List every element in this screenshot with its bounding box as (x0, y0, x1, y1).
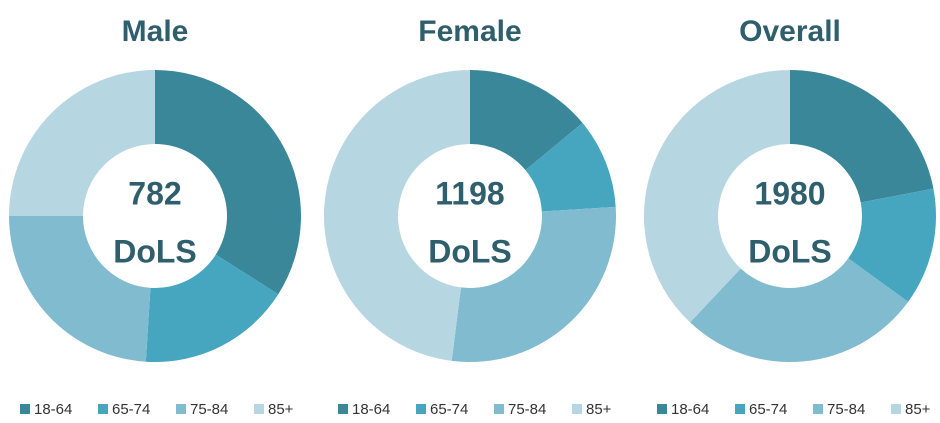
center-label: DoLS (113, 233, 197, 269)
donut-segment (848, 188, 936, 302)
donut-segment (470, 70, 583, 171)
donut-segment (9, 70, 155, 216)
legend-swatch (416, 404, 426, 414)
donut-segment (145, 254, 279, 363)
legend-label: 65-74 (112, 401, 150, 418)
donut-segment (790, 70, 934, 203)
legend-swatch (254, 404, 264, 414)
donut-segment (644, 70, 790, 323)
legend-label: 75-84 (508, 401, 546, 418)
legend-swatch (494, 404, 504, 414)
chart-title: Male (122, 15, 189, 48)
center-label: DoLS (428, 233, 512, 269)
legend-label: 75-84 (190, 401, 228, 418)
legend-swatch (891, 404, 901, 414)
donut-segment (525, 122, 616, 212)
legend-label: 65-74 (430, 401, 468, 418)
legend-swatch (813, 404, 823, 414)
legend-swatch (735, 404, 745, 414)
legend-label: 85+ (268, 401, 294, 418)
center-value: 782 (128, 175, 181, 211)
legend-swatch (20, 404, 30, 414)
legend-label: 65-74 (749, 401, 787, 418)
donut-segment (9, 216, 151, 362)
center-value: 1198 (435, 175, 504, 211)
chart-title: Female (418, 15, 521, 48)
center-label: DoLS (748, 233, 832, 269)
legend-label: 75-84 (827, 401, 865, 418)
legend-label: 18-64 (34, 401, 72, 418)
legend-swatch (338, 404, 348, 414)
donut-segment (323, 69, 470, 361)
legend-label: 85+ (905, 401, 931, 418)
donut-segment (690, 258, 909, 362)
legend-swatch (98, 404, 108, 414)
donut-segment (155, 70, 301, 295)
legend-swatch (176, 404, 186, 414)
chart-title: Overall (739, 15, 841, 48)
center-value: 1980 (754, 175, 825, 211)
legend-swatch (657, 404, 667, 414)
donut-segment (451, 206, 616, 362)
legend-label: 18-64 (352, 401, 390, 418)
legend-label: 18-64 (671, 401, 709, 418)
legend-swatch (572, 404, 582, 414)
legend-label: 85+ (586, 401, 612, 418)
